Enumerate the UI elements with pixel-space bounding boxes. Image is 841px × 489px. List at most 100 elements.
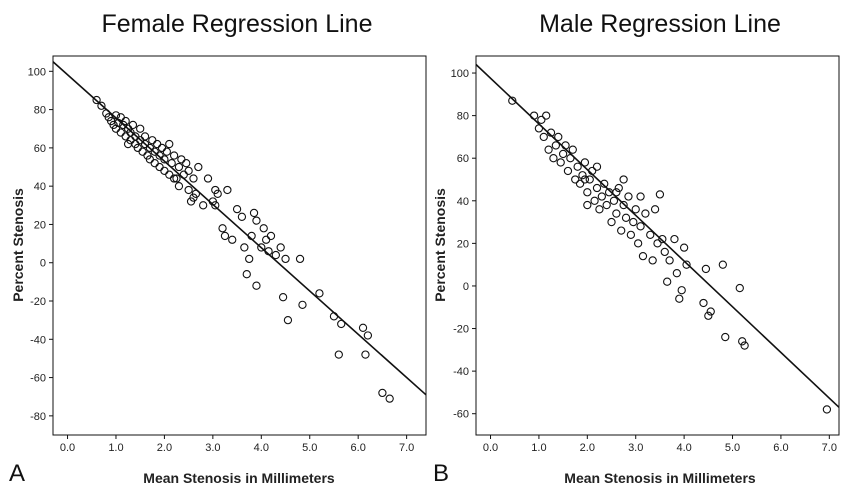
data-point [378, 388, 387, 398]
data-point [184, 185, 193, 195]
y-tick-label: 40 [34, 181, 46, 193]
x-tick-label: 1.0 [108, 442, 123, 454]
chart-title-b: Male Regression Line [539, 10, 781, 38]
data-point [315, 289, 324, 298]
y-tick-label: -80 [30, 411, 46, 423]
x-tick-label: 7.0 [822, 442, 837, 454]
data-point [211, 201, 220, 210]
data-point [162, 147, 171, 156]
data-point [199, 201, 208, 210]
x-axis-label-b: Mean Stenosis in Millimeters [564, 470, 756, 486]
data-point [220, 231, 230, 241]
data-point [140, 132, 150, 141]
x-tick-label: 3.0 [205, 442, 220, 454]
data-point [150, 159, 159, 168]
data-point [650, 205, 660, 214]
y-ticks-a: 100 80 60 40 20 0 -20 -40 -60 -80 [28, 66, 53, 423]
data-point [223, 185, 232, 195]
data-point [675, 294, 684, 303]
data-point [249, 208, 259, 218]
data-point [539, 132, 548, 142]
data-point [558, 149, 568, 159]
data-point [665, 256, 674, 265]
data-point [121, 116, 130, 126]
data-point [194, 162, 203, 172]
data-point [145, 155, 155, 164]
data-point [155, 162, 164, 172]
data-point [672, 269, 682, 278]
y-tick-label: 60 [34, 143, 46, 155]
y-tick-label: -40 [453, 366, 469, 378]
data-point [329, 312, 339, 321]
y-tick-label: -60 [30, 373, 46, 385]
data-point [261, 235, 271, 244]
data-point [169, 151, 179, 160]
y-tick-label: 80 [34, 105, 46, 117]
data-point [228, 235, 237, 244]
data-point [203, 174, 213, 183]
data-point [295, 254, 305, 264]
data-point [721, 332, 730, 342]
data-point [546, 128, 556, 137]
data-point [534, 124, 544, 133]
data-point [245, 254, 254, 264]
data-point [682, 260, 691, 269]
data-point [641, 209, 650, 218]
data-point [578, 171, 587, 180]
data-point [648, 256, 657, 265]
data-point [537, 115, 546, 125]
data-point [663, 277, 672, 286]
data-point [337, 319, 346, 329]
data-point [542, 111, 551, 120]
data-point [92, 95, 101, 105]
data-point [701, 264, 711, 274]
data-point [822, 405, 832, 414]
data-point [544, 145, 553, 154]
data-point [580, 158, 590, 167]
data-point [508, 96, 517, 105]
data-point [529, 111, 539, 120]
data-point [670, 234, 679, 244]
y-tick-label: 100 [451, 68, 469, 80]
data-point [583, 200, 592, 210]
data-point [563, 166, 573, 176]
data-point [283, 316, 293, 325]
y-tick-label: -40 [30, 334, 46, 346]
x-axis-label-a: Mean Stenosis in Millimeters [143, 470, 335, 486]
data-point [182, 159, 191, 168]
y-tick-label: 20 [457, 238, 469, 250]
data-point [568, 145, 577, 154]
data-point [259, 224, 268, 233]
data-point [361, 350, 370, 359]
data-point [111, 111, 121, 120]
data-point [116, 128, 125, 137]
data-point [218, 224, 227, 233]
data-point [735, 283, 744, 293]
data-point [677, 286, 686, 295]
data-point [658, 234, 667, 244]
data-point [242, 270, 251, 279]
data-point [706, 307, 715, 316]
data-point [699, 298, 708, 308]
data-point [718, 260, 727, 269]
y-tick-label: 100 [28, 66, 46, 78]
y-tick-label: 60 [457, 153, 469, 165]
data-point [298, 300, 307, 309]
data-point [213, 189, 222, 198]
data-point [573, 162, 582, 171]
data-point [184, 166, 193, 175]
data-point [266, 231, 276, 241]
data-point [551, 141, 561, 150]
data-point [160, 166, 169, 175]
panel-label-a: A [9, 460, 25, 487]
x-tick-label: 2.0 [580, 442, 595, 454]
data-point [629, 217, 638, 227]
data-point [167, 159, 176, 168]
x-ticks-b: 0.0 1.0 2.0 3.0 4.0 5.0 6.0 7.0 [483, 435, 837, 454]
x-tick-label: 6.0 [773, 442, 788, 454]
data-point [580, 175, 590, 184]
data-point [123, 139, 133, 149]
plot-frame-a [52, 55, 427, 436]
data-point [174, 162, 184, 172]
data-point [169, 174, 179, 183]
